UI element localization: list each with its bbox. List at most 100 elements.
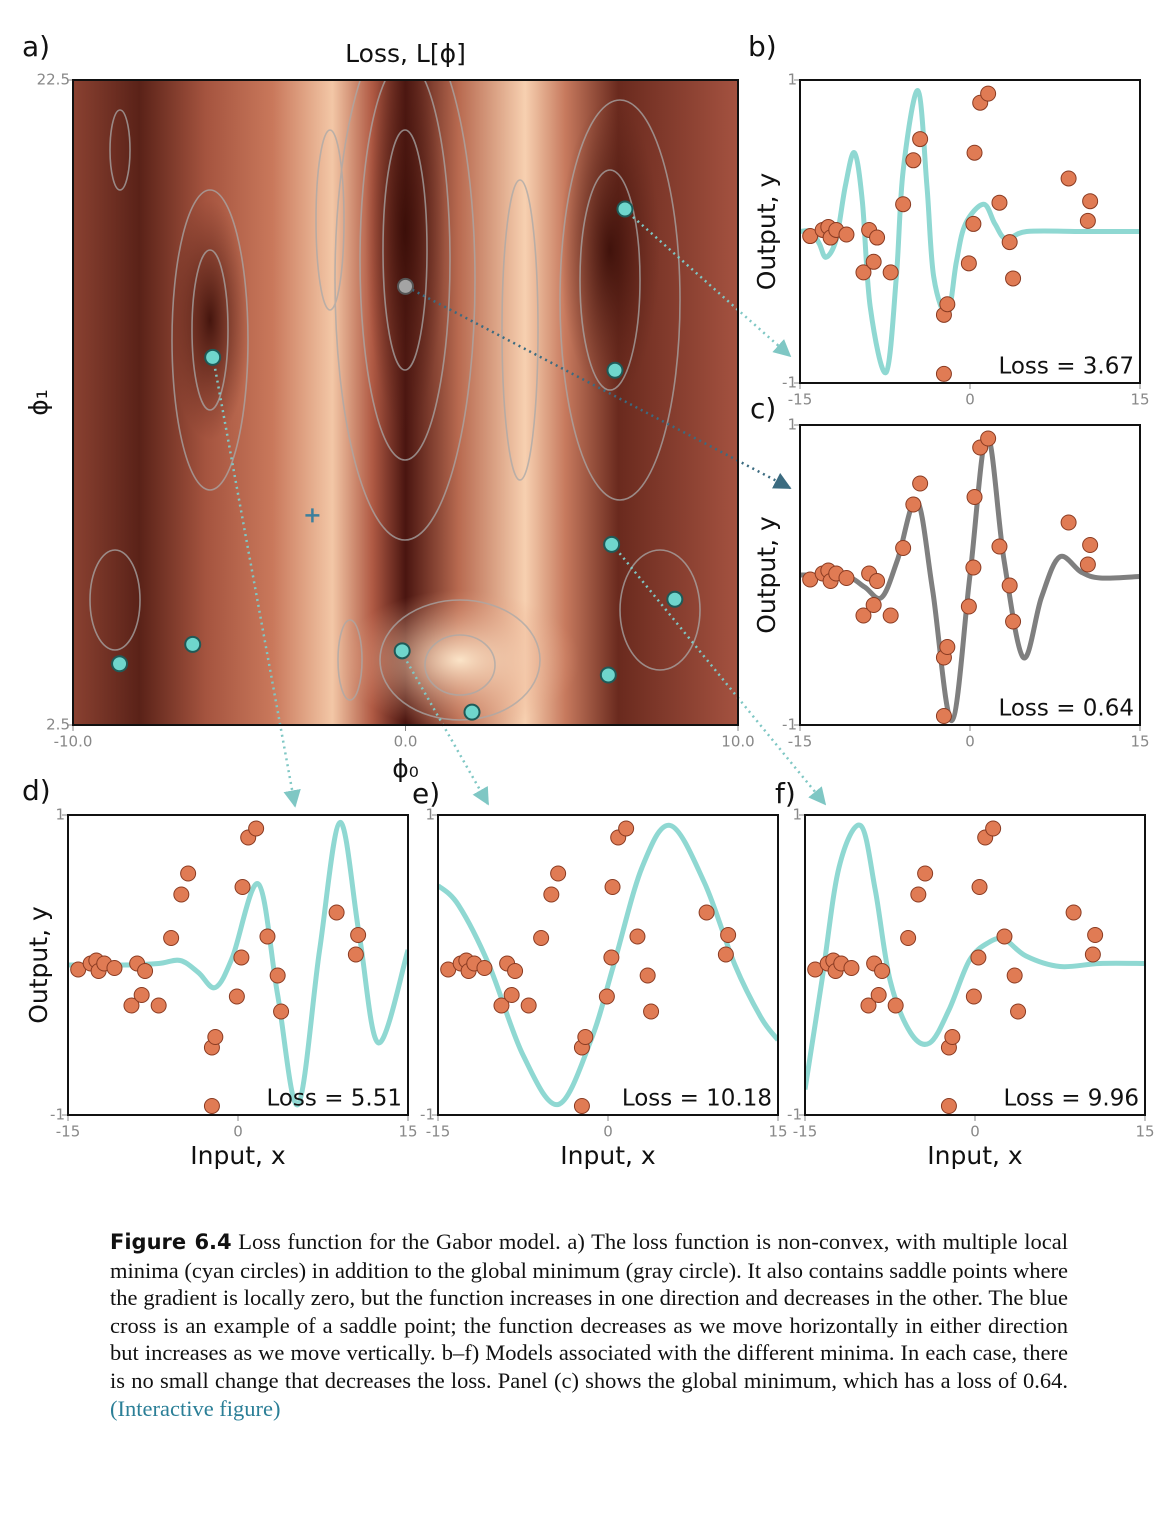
- data-point: [1006, 967, 1023, 984]
- y-tick-label: 1: [55, 806, 65, 824]
- arrows: [211, 208, 827, 808]
- panel-label: f): [775, 777, 796, 810]
- data-point: [639, 967, 656, 984]
- x-tick-label: -15: [426, 1123, 451, 1141]
- y-tick-label: 22.5: [37, 71, 70, 89]
- y-tick-label: 1: [792, 806, 802, 824]
- y-tick-label: 1: [787, 416, 797, 434]
- panel-label: e): [412, 777, 440, 810]
- data-point: [965, 988, 982, 1005]
- y-tick-label: -1: [50, 1106, 65, 1124]
- data-point: [970, 949, 987, 966]
- data-point: [150, 997, 167, 1014]
- x-tick-label: 15: [1130, 391, 1149, 409]
- data-point: [940, 1098, 957, 1114]
- data-point: [912, 475, 929, 492]
- data-point: [533, 930, 550, 946]
- data-point: [838, 570, 855, 586]
- data-point: [228, 988, 245, 1005]
- local-minimum: [599, 666, 617, 684]
- data-point: [996, 928, 1013, 945]
- saddle-point: [305, 508, 320, 523]
- data-point: [347, 946, 364, 963]
- local-minimum: [463, 703, 481, 721]
- data-point: [180, 865, 197, 882]
- data-point: [939, 639, 956, 655]
- data-point: [838, 226, 855, 243]
- data-point: [520, 997, 537, 1014]
- data-point: [860, 997, 877, 1014]
- data-point: [991, 194, 1008, 211]
- data-point: [865, 253, 882, 270]
- y-tick-label: -1: [420, 1106, 435, 1124]
- loss-annotation: Loss = 3.67: [998, 354, 1134, 380]
- local-minimum: [603, 535, 621, 553]
- data-point: [173, 886, 190, 903]
- data-point: [910, 886, 927, 903]
- data-point: [618, 820, 635, 837]
- data-point: [966, 489, 983, 505]
- data-point: [935, 708, 952, 724]
- data-point: [328, 904, 345, 921]
- x-tick-label: -15: [788, 391, 813, 409]
- data-point: [163, 930, 180, 946]
- x-tick-label: -15: [56, 1123, 81, 1141]
- loss-surface: [73, 80, 738, 725]
- y-tick-label: -1: [782, 716, 797, 734]
- data-point: [273, 1003, 290, 1020]
- data-point: [493, 997, 510, 1014]
- x-tick-label: 0: [965, 391, 975, 409]
- curve: [805, 822, 1145, 1090]
- chart-title: Loss, L[ϕ]: [345, 39, 466, 68]
- data-point: [573, 1098, 590, 1114]
- local-minimum: [606, 361, 624, 379]
- x-axis-label: Input, x: [190, 1141, 285, 1170]
- x-tick-label: 15: [768, 1123, 787, 1141]
- data-point: [123, 997, 140, 1014]
- data-point: [543, 886, 560, 903]
- caption-link[interactable]: (Interactive figure): [110, 1395, 281, 1421]
- caption-text: Loss function for the Gabor model. a) Th…: [110, 1229, 1069, 1393]
- data-point: [905, 496, 922, 513]
- data-point: [985, 820, 1002, 837]
- data-point: [917, 865, 934, 882]
- x-tick-label: 15: [398, 1123, 417, 1141]
- y-axis-label: Output, y: [752, 173, 781, 291]
- data-point: [843, 960, 860, 976]
- panel-label: d): [22, 774, 51, 807]
- data-point: [577, 1029, 594, 1045]
- data-point: [207, 1029, 224, 1045]
- loss-annotation: Loss = 0.64: [998, 696, 1134, 722]
- data-point: [1079, 212, 1096, 229]
- data-point: [935, 365, 952, 382]
- panel-label: b): [748, 30, 777, 63]
- data-point: [887, 997, 904, 1014]
- data-point: [882, 264, 899, 281]
- data-point: [1010, 1003, 1027, 1020]
- data-point: [882, 607, 899, 624]
- y-axis-label: Output, y: [24, 906, 53, 1024]
- data-point: [855, 264, 872, 281]
- data-point: [865, 597, 882, 613]
- data-point: [350, 927, 367, 943]
- curve: [800, 432, 1140, 724]
- data-point: [603, 949, 620, 966]
- x-tick-label: -10.0: [54, 733, 93, 751]
- caption: Figure 6.4 Loss function for the Gabor m…: [110, 1228, 1068, 1422]
- x-tick-label: 15: [1135, 1123, 1154, 1141]
- data-point: [1060, 170, 1077, 187]
- data-point: [1065, 904, 1082, 921]
- plot-frame: [437, 814, 779, 1116]
- x-axis-label: ϕ₀: [392, 754, 419, 783]
- data-point: [965, 559, 982, 576]
- plot-frame: [799, 424, 1141, 726]
- figure: a) -10.0 0.0 10.0 2.5 22.5 Loss, L[ϕ] ϕ₀ ϕ₁ b) -15…: [22, 30, 1155, 1170]
- data-point: [643, 1003, 660, 1020]
- data-point: [1082, 537, 1099, 553]
- local-minimum: [616, 200, 634, 218]
- data-point: [604, 879, 621, 895]
- data-point: [550, 865, 567, 882]
- data-point: [895, 540, 912, 556]
- data-point: [1084, 946, 1101, 963]
- data-point: [233, 949, 250, 966]
